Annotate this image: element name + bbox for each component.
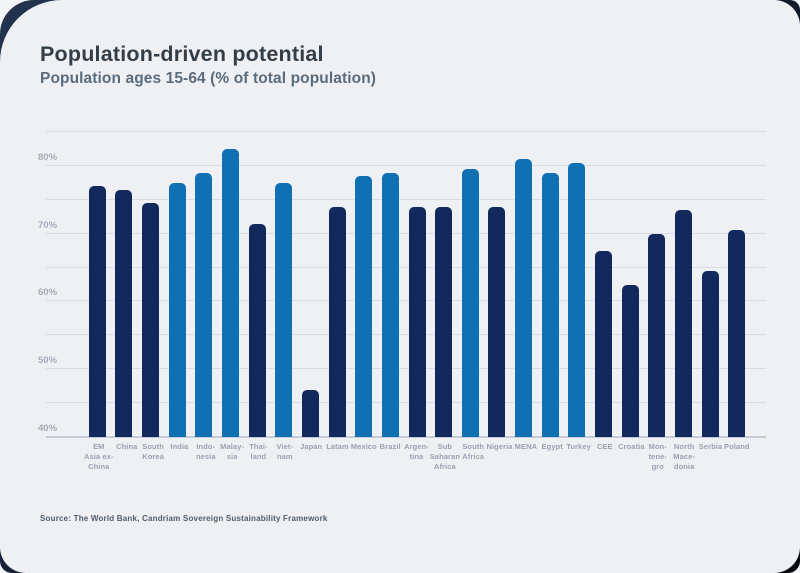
bar-column [191,132,218,437]
bar [222,148,240,437]
x-axis-label: Thai-land [249,442,268,461]
bar [621,284,639,437]
bar-column [457,132,484,437]
gridline [46,300,766,302]
x-axis-label: Poland [724,442,750,451]
x-axis-label: MENA [514,442,538,451]
bar-column [164,132,191,437]
bar-column [697,132,724,437]
x-axis-label: South Africa [462,442,485,461]
x-axis-label: Viet-nam [276,442,294,461]
bar-column [564,132,591,437]
x-axis-label: Japan [300,442,323,451]
bar [142,203,160,437]
page-subtitle: Population ages 15-64 (% of total popula… [40,70,377,87]
bar-column [617,132,644,437]
bar [115,189,133,437]
bar [515,159,533,437]
bar [594,250,612,437]
bar [381,172,399,437]
x-axis-label: Croatia [618,442,645,451]
bar [461,169,479,437]
y-axis-label: 70% [38,219,58,231]
bar [301,389,319,437]
bar [674,209,692,437]
bar-column [537,132,564,437]
bar [328,206,346,437]
bar-column [297,132,324,437]
gridline [46,131,766,132]
bar-column [430,132,457,437]
bar-column [404,132,431,437]
bar-column [111,132,138,437]
y-axis-label: 40% [38,423,58,434]
x-axis-label: Sub Saharan Africa [429,442,461,471]
bar-column [270,132,297,437]
x-axis-label: China [116,442,138,451]
gridline [46,266,766,268]
y-axis-label: 60% [38,287,58,299]
bar-column [324,132,351,437]
bar-column [84,132,111,437]
x-axis-label: Mon-tene-gro [648,442,667,471]
bar-column [484,132,511,437]
gridline [46,164,766,166]
bar [701,270,719,437]
bar-column [723,132,750,437]
x-axis-label: Argen-tina [404,442,429,461]
bar-column [244,132,271,437]
bar [568,162,586,437]
gridline [46,436,766,438]
bar [168,182,186,437]
bar [248,223,266,437]
bar-column [510,132,537,437]
bar-column [643,132,670,437]
x-axis-label: North Mace-donia [673,442,696,471]
y-axis-label: 50% [38,355,58,367]
x-axis-label: Mexico [350,442,377,451]
bar-column [377,132,404,437]
bar-column [217,132,244,437]
gridline [46,232,766,234]
y-axis-label: 80% [38,151,58,163]
x-axis-label: EM Asia ex- China [84,442,114,471]
gridline [46,198,766,200]
bar [728,230,746,437]
x-axis-label: India [170,442,189,451]
x-axis-labels: EM Asia ex- China China South Korea India Indo-… [70,442,764,472]
bar [435,206,453,437]
bar [408,206,426,437]
x-axis-label: CEE [597,442,613,451]
bar [88,186,106,437]
x-axis-label: Egypt [541,442,563,451]
gridline [46,368,766,370]
bar [488,206,506,437]
bar [648,233,666,437]
bar [355,176,373,437]
bar-column [137,132,164,437]
bar [195,172,213,437]
page-title: Population-driven potential [40,42,324,66]
gridline [46,402,766,404]
gridline [46,334,766,336]
bars-row [70,132,764,437]
bar-column [670,132,697,437]
x-axis-label: Turkey [566,442,591,451]
x-axis-label: Brazil [379,442,401,451]
x-axis-label: Indo-nesia [195,442,216,461]
x-axis-label: Nigeria [486,442,513,451]
bar-column [350,132,377,437]
x-axis-label: Latam [326,442,349,451]
x-axis-label: Serbia [698,442,723,451]
bar [541,172,559,437]
plot-area: 40% 50% 60% 70% 80% [38,131,766,438]
bar-column [590,132,617,437]
source-note: Source: The World Bank, Candriam Soverei… [40,514,328,523]
x-axis-label: South Korea [142,442,164,461]
bar [275,182,293,437]
x-axis-label: Malay-sia [220,442,245,461]
